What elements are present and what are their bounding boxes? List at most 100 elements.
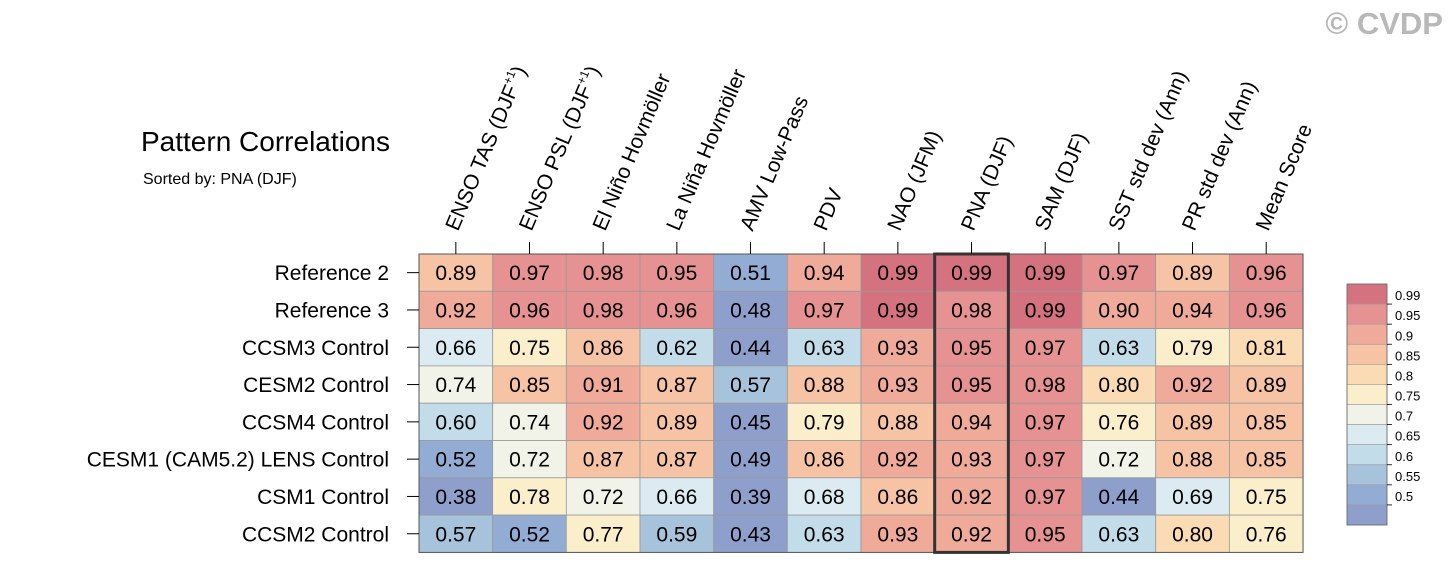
cell-value: 0.92 (951, 486, 992, 509)
heatmap-cell (860, 290, 936, 329)
cell-value: 0.59 (656, 523, 697, 546)
heatmap-cell (1228, 253, 1304, 292)
row-label: CESM1 (CAM5.2) LENS Control (87, 449, 389, 472)
heatmap-cell (786, 290, 862, 329)
colorbar-label: 0.8 (1395, 368, 1413, 383)
cell-value: 0.80 (1098, 374, 1139, 397)
colorbar-swatch (1346, 484, 1388, 506)
cell-value: 0.89 (1172, 411, 1213, 434)
colorbar-swatch (1346, 364, 1388, 385)
cell-value: 0.92 (583, 411, 624, 434)
cell-value: 0.39 (730, 486, 771, 509)
cell-value: 0.72 (509, 449, 550, 472)
cell-value: 0.94 (1172, 299, 1213, 322)
row-label: CESM2 Control (243, 374, 389, 397)
cell-value: 0.77 (583, 523, 624, 546)
heatmap-cell (1228, 477, 1304, 516)
cell-value: 0.93 (951, 449, 992, 472)
heatmap-cell (1155, 477, 1230, 516)
cell-value: 0.63 (1098, 523, 1139, 546)
heatmap-cell (639, 477, 715, 516)
heatmap-cell (1081, 402, 1157, 441)
cell-value: 0.63 (804, 337, 845, 360)
heatmap-cell (713, 514, 788, 553)
cell-value: 0.98 (951, 299, 992, 322)
cell-value: 0.97 (1098, 262, 1139, 285)
chart-subtitle: Sorted by: PNA (DJF) (143, 171, 297, 188)
heatmap-cell (1081, 328, 1157, 367)
row-label: CCSM2 Control (242, 523, 389, 546)
cell-value: 0.72 (583, 486, 624, 509)
cell-value: 0.87 (656, 449, 697, 472)
column-label: PDV (810, 185, 848, 234)
cell-value: 0.87 (656, 374, 697, 397)
colorbar-label: 0.75 (1395, 389, 1420, 404)
colorbar-label: 0.9 (1395, 328, 1413, 343)
heatmap-cell (639, 440, 715, 479)
heatmap-cell (1155, 365, 1230, 404)
cell-value: 0.63 (804, 523, 845, 546)
cell-value: 0.75 (1246, 486, 1287, 509)
cell-value: 0.91 (583, 374, 624, 397)
heatmap-cell (1081, 514, 1157, 553)
heatmap-cell (1007, 290, 1083, 329)
heatmap-cell (860, 440, 936, 479)
heatmap-cell (1228, 402, 1304, 441)
cell-value: 0.99 (877, 299, 918, 322)
row-label: CCSM4 Control (242, 411, 389, 434)
cell-value: 0.95 (951, 337, 992, 360)
heatmap-cell (713, 365, 788, 404)
colorbar-swatch (1346, 444, 1388, 466)
cell-value: 0.99 (951, 262, 992, 285)
column-label: ENSO PSL (DJF+1) (513, 62, 605, 234)
heatmap-cell (786, 477, 862, 516)
heatmap-cell (1007, 477, 1083, 516)
heatmap-cell (492, 365, 567, 404)
cell-value: 0.97 (1025, 411, 1066, 434)
cell-value: 0.76 (1246, 523, 1287, 546)
cell-value: 0.72 (1098, 449, 1139, 472)
colorbar-swatch (1346, 464, 1388, 486)
cell-value: 0.93 (877, 374, 918, 397)
cell-value: 0.60 (435, 411, 476, 434)
cell-value: 0.86 (804, 449, 845, 472)
colorbar-swatch (1346, 384, 1388, 405)
column-label: NAO (JFM) (883, 127, 946, 234)
cell-value: 0.87 (583, 449, 624, 472)
colorbar-label: 0.95 (1395, 308, 1420, 323)
heatmap-cell (934, 440, 1009, 479)
colorbar-label: 0.55 (1395, 469, 1420, 484)
heatmap-cell (492, 253, 567, 292)
cell-value: 0.79 (1172, 337, 1213, 360)
heatmap-cell (1228, 328, 1304, 367)
cell-value: 0.74 (435, 374, 476, 397)
heatmap-cell (934, 402, 1009, 441)
heatmap-cell (639, 402, 715, 441)
heatmap-cell (492, 440, 567, 479)
heatmap-cell (639, 328, 715, 367)
cell-value: 0.98 (583, 299, 624, 322)
heatmap-cell (713, 290, 788, 329)
heatmap-cell (934, 514, 1009, 553)
colorbar-label: 0.7 (1395, 409, 1413, 424)
cell-value: 0.97 (1025, 337, 1066, 360)
chart-title: Pattern Correlations (141, 126, 391, 157)
cell-value: 0.49 (730, 449, 771, 472)
heatmap-cell (786, 365, 862, 404)
column-label: ENSO TAS (DJF+1) (439, 62, 531, 234)
cell-value: 0.75 (509, 337, 550, 360)
column-label: PR std dev (Ann) (1178, 78, 1262, 234)
heatmap-cell (565, 365, 641, 404)
cell-value: 0.66 (435, 337, 476, 360)
cell-value: 0.79 (804, 411, 845, 434)
colorbar-label: 0.5 (1395, 489, 1413, 504)
column-label: PNA (DJF) (957, 133, 1017, 234)
heatmap-cell (418, 290, 494, 329)
heatmap-cell (786, 328, 862, 367)
heatmap-cell (418, 365, 494, 404)
cell-value: 0.81 (1246, 337, 1287, 360)
cell-value: 0.88 (804, 374, 845, 397)
heatmap-cell (1007, 514, 1083, 553)
column-label: SAM (DJF) (1031, 129, 1093, 234)
